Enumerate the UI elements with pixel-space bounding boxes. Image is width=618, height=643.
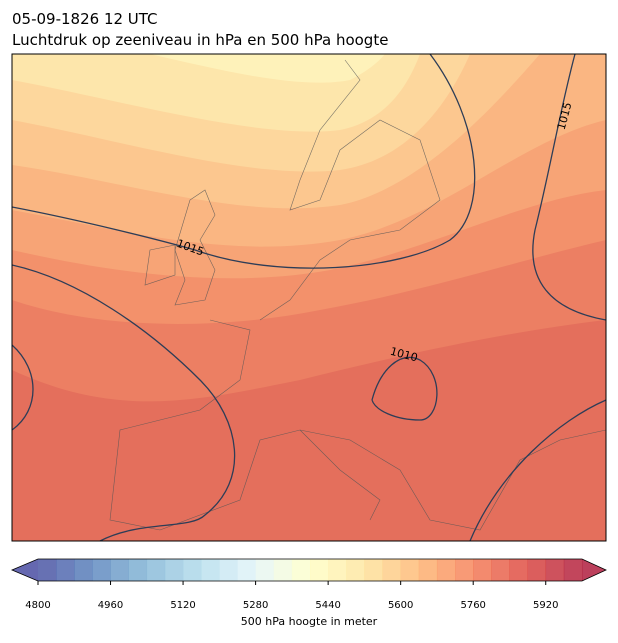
colorbar-band xyxy=(527,559,547,581)
colorbar-band xyxy=(563,559,583,581)
colorbar-band xyxy=(164,559,184,581)
colorbar-band xyxy=(346,559,365,581)
colorbar-band xyxy=(310,559,329,581)
map-frame xyxy=(11,53,607,542)
coastlines xyxy=(109,59,606,531)
colorbar-extend-high xyxy=(582,559,606,581)
colorbar-tick-label: 5600 xyxy=(388,600,413,611)
colorbar-band xyxy=(74,559,93,581)
colorbar-band xyxy=(364,559,383,581)
colorbar-label: 500 hPa hoogte in meter xyxy=(241,615,378,628)
colorbar-band xyxy=(400,559,420,581)
colorbar-tick-label: 5280 xyxy=(243,600,268,611)
colorbar-band xyxy=(291,559,311,581)
colorbar-band xyxy=(38,559,57,581)
colorbar-extend-low xyxy=(12,559,38,581)
colorbar-band xyxy=(491,559,510,581)
isobars xyxy=(12,54,606,541)
colorbar-band xyxy=(255,559,275,581)
colorbar-band xyxy=(418,559,438,581)
colorbar: 4800 4960 5120 5280 5440 5600 5760 5920 xyxy=(10,558,607,611)
colorbar-band xyxy=(473,559,492,581)
map xyxy=(12,54,606,541)
colorbar-band xyxy=(146,559,166,581)
colorbar-tick-label: 4960 xyxy=(98,600,123,611)
colorbar-band xyxy=(92,559,111,581)
colorbar-band xyxy=(219,559,238,581)
colorbar-band xyxy=(328,559,347,581)
colorbar-band xyxy=(237,559,256,581)
colorbar-tick-label: 5120 xyxy=(170,600,195,611)
title: 05-09-1826 12 UTC xyxy=(12,10,158,28)
colorbar-band xyxy=(382,559,401,581)
subtitle: Luchtdruk op zeeniveau in hPa en 500 hPa… xyxy=(12,31,388,49)
colorbar-band xyxy=(201,559,220,581)
colorbar-tick-label: 5440 xyxy=(315,600,340,611)
colorbar-band xyxy=(128,559,148,581)
colorbar-tick-label: 5760 xyxy=(460,600,485,611)
colorbar-band xyxy=(183,559,202,581)
colorbar-band xyxy=(545,559,565,581)
colorbar-tick-label: 5920 xyxy=(533,600,558,611)
colorbar-band xyxy=(56,559,75,581)
colorbar-tick-label: 4800 xyxy=(25,600,50,611)
band xyxy=(150,54,385,83)
colorbar-band xyxy=(110,559,129,581)
colorbar-band xyxy=(273,559,293,581)
colorbar-band xyxy=(455,559,474,581)
colorbar-band xyxy=(436,559,456,581)
colorbar-band xyxy=(509,559,528,581)
